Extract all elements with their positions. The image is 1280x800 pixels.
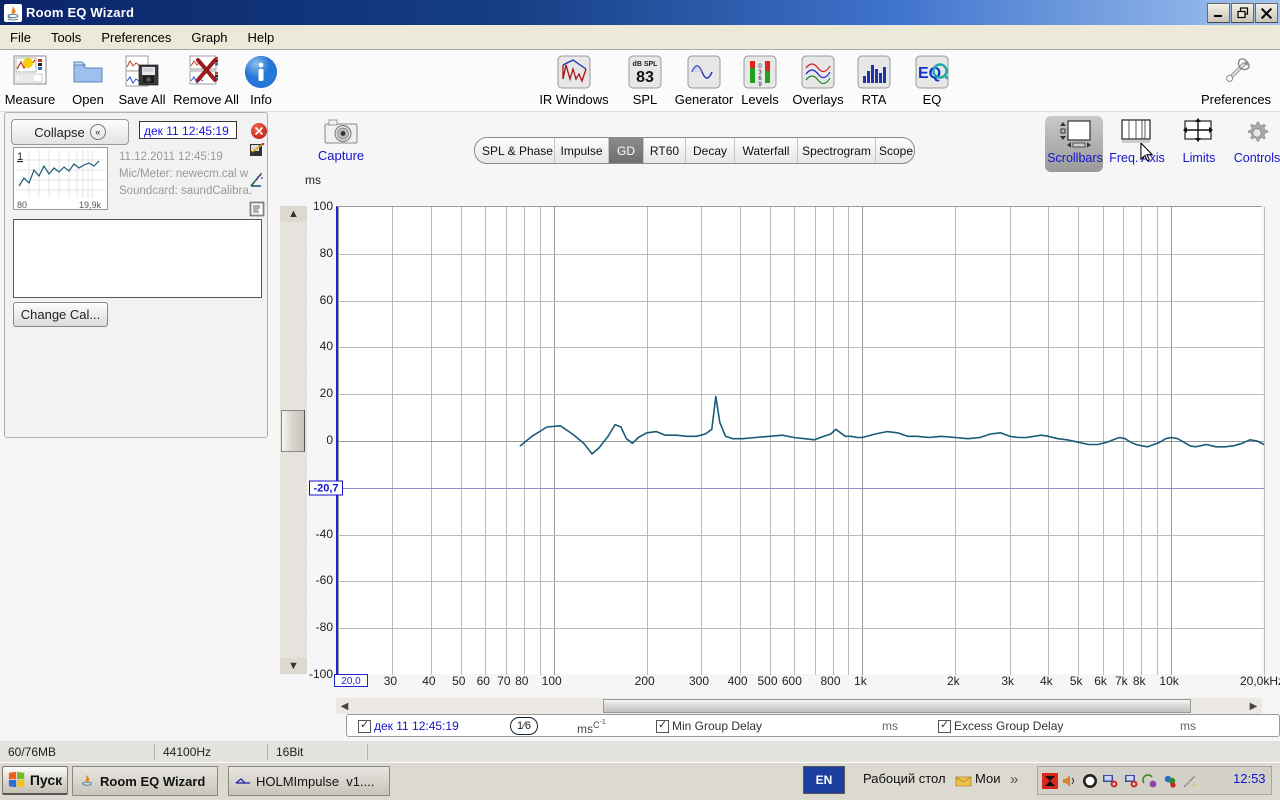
svg-text:1: 1 (17, 151, 23, 163)
svg-text:EQ: EQ (918, 65, 941, 82)
svg-text:dB SPL: dB SPL (633, 61, 659, 68)
svg-text:83: 83 (636, 69, 654, 86)
svg-text:80: 80 (17, 200, 27, 210)
svg-text:19,9k: 19,9k (79, 200, 102, 210)
